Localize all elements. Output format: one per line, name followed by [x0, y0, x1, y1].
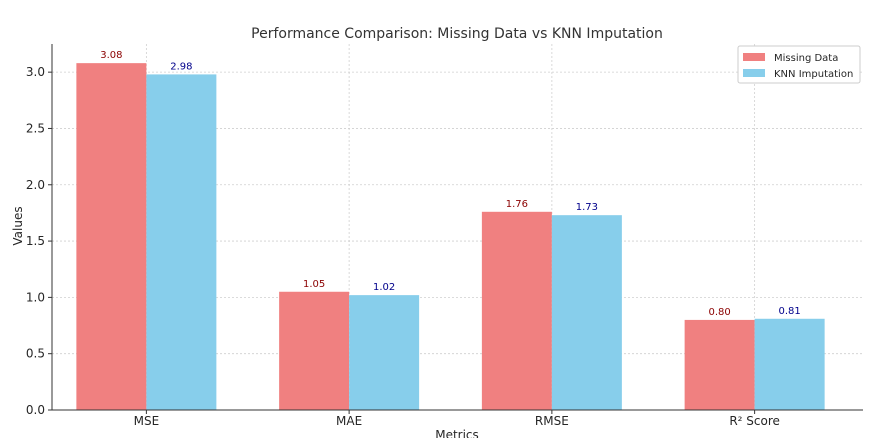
data-label-missing-data-rmse: 1.76 — [506, 199, 528, 210]
y-tick-label: 0.0 — [26, 403, 45, 417]
axes — [48, 44, 863, 414]
y-tick-labels: 0.0 0.5 1.0 1.5 2.0 2.5 3.0 — [26, 65, 45, 417]
x-axis-label: Metrics — [435, 428, 479, 438]
bars — [76, 63, 825, 410]
x-tick-label: MSE — [134, 414, 160, 428]
data-label-missing-data-mae: 1.05 — [303, 279, 325, 290]
y-tick-label: 0.5 — [26, 347, 45, 361]
bar-knn-imputation-mse — [146, 74, 217, 410]
bar-knn-imputation-mae — [349, 295, 420, 410]
data-label-knn-imputation-rmse: 1.73 — [576, 202, 598, 213]
legend: Missing Data KNN Imputation — [737, 45, 861, 84]
legend-swatch-knn-imputation — [743, 69, 765, 77]
bar-missing-data-mae — [279, 291, 350, 410]
x-tick-label: R² Score — [729, 414, 780, 428]
data-label-knn-imputation-mse: 2.98 — [170, 61, 192, 72]
x-tick-labels: MSE MAE RMSE R² Score — [134, 414, 780, 428]
legend-box — [737, 45, 861, 84]
x-tick-label: MAE — [336, 414, 362, 428]
data-labels: 3.08 1.05 1.76 0.80 2.98 1.02 1.73 0.81 — [100, 50, 801, 318]
bar-missing-data-rmse — [481, 211, 552, 410]
bar-knn-imputation-rmse — [551, 215, 622, 410]
chart-title: Performance Comparison: Missing Data vs … — [251, 26, 663, 42]
legend-label-missing-data: Missing Data — [774, 53, 838, 64]
data-label-missing-data-mse: 3.08 — [100, 50, 122, 61]
data-label-knn-imputation-mae: 1.02 — [373, 282, 395, 293]
x-tick-label: RMSE — [535, 414, 569, 428]
data-label-missing-data-r-score: 0.80 — [708, 307, 730, 318]
y-tick-label: 2.5 — [26, 121, 45, 135]
legend-swatch-missing-data — [743, 53, 765, 61]
data-label-knn-imputation-r-score: 0.81 — [778, 306, 800, 317]
y-axis-label: Values — [11, 206, 25, 245]
y-tick-label: 3.0 — [26, 65, 45, 79]
y-tick-label: 1.0 — [26, 290, 45, 304]
legend-label-knn-imputation: KNN Imputation — [774, 69, 853, 80]
bar-missing-data-mse — [76, 63, 147, 410]
y-tick-label: 2.0 — [26, 178, 45, 192]
y-tick-label: 1.5 — [26, 234, 45, 248]
bar-knn-imputation-r-score — [754, 318, 825, 410]
bar-missing-data-r-score — [684, 319, 755, 410]
